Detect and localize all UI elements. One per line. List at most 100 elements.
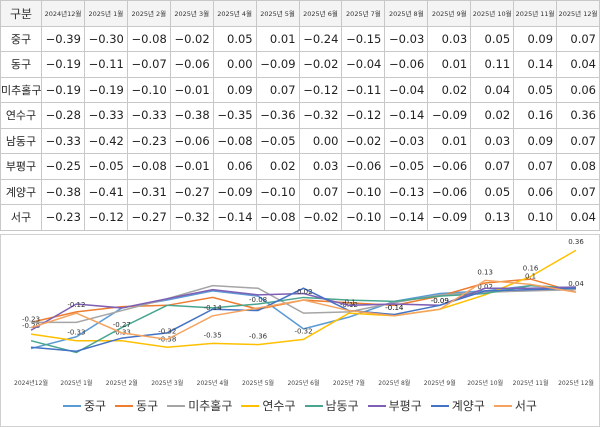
- cell: −0.13: [384, 178, 429, 205]
- table-row: 계양구 −0.38 −0.41 −0.31 −0.27 −0.09 −0.10 0.07 −0.…: [0, 178, 600, 205]
- cell: −0.10: [126, 76, 171, 103]
- cell: 0.03: [427, 25, 472, 52]
- cell: 0.07: [298, 178, 343, 205]
- cell: −0.35: [212, 102, 257, 129]
- cell: −0.10: [341, 178, 386, 205]
- cell: 0.16: [513, 102, 558, 129]
- cell: −0.09: [427, 204, 472, 231]
- legend-swatch: [241, 404, 260, 407]
- x-tick-label: 2025년 12월: [558, 379, 594, 387]
- series-line: [30, 249, 577, 349]
- cell: −0.02: [169, 25, 214, 52]
- table-row: 중구 −0.39 −0.30 −0.08 −0.02 0.05 0.01 −0.24 −0.15…: [0, 25, 600, 52]
- cell: −0.33: [41, 127, 85, 154]
- cell: −0.23: [41, 204, 85, 231]
- header-cell: 2025년 7월: [341, 0, 386, 27]
- legend-item: 연수구: [241, 397, 296, 414]
- x-tick-label: 2025년 7월: [333, 379, 365, 387]
- cell: −0.42: [83, 127, 128, 154]
- table-row: 연수구 −0.28 −0.33 −0.33 −0.38 −0.35 −0.36 −0.32 −0…: [0, 102, 600, 129]
- cell: −0.38: [41, 178, 85, 205]
- cell: −0.08: [126, 153, 171, 180]
- legend-swatch: [304, 404, 323, 407]
- x-tick-label: 2025년 5월: [242, 379, 274, 387]
- cell: −0.05: [384, 153, 429, 180]
- header-cell: 2025년 8월: [384, 0, 429, 27]
- table-row: 서구 −0.23 −0.12 −0.27 −0.32 −0.14 −0.08 −0.02 −0.…: [0, 204, 600, 231]
- data-label: 0.04: [568, 280, 584, 288]
- cell: −0.08: [212, 127, 257, 154]
- cell: −0.06: [427, 178, 472, 205]
- cell: 0.11: [470, 51, 515, 78]
- header-cell: 2025년 6월: [298, 0, 343, 27]
- legend-label: 중구: [84, 399, 107, 413]
- cell: 0.05: [470, 178, 515, 205]
- cell: 0.06: [556, 76, 600, 103]
- cell: −0.19: [83, 76, 128, 103]
- cell: 0.07: [255, 76, 300, 103]
- header-cell: 2025년 12월: [556, 0, 600, 27]
- row-header: 중구: [0, 25, 42, 52]
- series-line: [30, 279, 577, 341]
- header-row: 구분 2024년12월 2025년 1월 2025년 2월 2025년 3월 2025년 …: [0, 0, 600, 27]
- cell: 0.13: [470, 204, 515, 231]
- data-label: -0.14: [385, 304, 404, 312]
- cell: −0.32: [298, 102, 343, 129]
- cell: 0.01: [255, 25, 300, 52]
- data-label: 0.02: [477, 283, 493, 291]
- data-label: -0.08: [249, 296, 267, 304]
- cell: 0.06: [212, 153, 257, 180]
- data-label: -0.23: [22, 316, 40, 324]
- cell: −0.24: [298, 25, 343, 52]
- table-row: 미추홀구 −0.19 −0.19 −0.10 −0.01 0.09 0.07 −0.12 −0.…: [0, 76, 600, 103]
- cell: 0.00: [212, 51, 257, 78]
- series-line: [30, 284, 577, 354]
- cell: −0.09: [212, 178, 257, 205]
- cell: −0.41: [83, 178, 128, 205]
- header-cell: 2025년 4월: [212, 0, 257, 27]
- x-tick-label: 2025년 11월: [513, 379, 549, 387]
- header-cell: 2025년 3월: [169, 0, 214, 27]
- cell: −0.07: [126, 51, 171, 78]
- cell: 0.02: [427, 76, 472, 103]
- legend-label: 부평구: [388, 399, 422, 413]
- data-label: -0.28: [22, 322, 40, 330]
- cell: −0.10: [255, 178, 300, 205]
- cell: 0.07: [513, 153, 558, 180]
- data-table: 구분 2024년12월 2025년 1월 2025년 2월 2025년 3월 2025년 …: [0, 0, 600, 231]
- cell: 0.07: [470, 153, 515, 180]
- cell: −0.12: [341, 102, 386, 129]
- cell: −0.02: [341, 127, 386, 154]
- legend-swatch: [367, 404, 386, 407]
- table-row: 남동구 −0.33 −0.42 −0.23 −0.06 −0.08 −0.05 0.00 −0.…: [0, 127, 600, 154]
- data-label: 0.1: [525, 272, 536, 280]
- row-header: 연수구: [0, 102, 42, 129]
- cell: 0.04: [556, 51, 600, 78]
- legend: 중구 동구 미추홀구 연수구 남동구 부평구 계양구 서구: [1, 397, 599, 414]
- data-label: -0.12: [67, 301, 85, 309]
- legend-swatch: [115, 404, 134, 407]
- cell: −0.11: [341, 76, 386, 103]
- cell: 0.06: [513, 178, 558, 205]
- cell: 0.07: [556, 127, 600, 154]
- cell: 0.36: [556, 102, 600, 129]
- cell: −0.06: [169, 51, 214, 78]
- cell: −0.08: [255, 204, 300, 231]
- cell: −0.05: [255, 127, 300, 154]
- cell: −0.11: [83, 51, 128, 78]
- header-cell: 2025년 5월: [255, 0, 300, 27]
- cell: 0.05: [212, 25, 257, 52]
- cell: −0.32: [169, 204, 214, 231]
- cell: −0.03: [384, 127, 429, 154]
- legend-swatch: [167, 404, 186, 407]
- series-line: [30, 287, 577, 352]
- row-header: 서구: [0, 204, 42, 231]
- data-label: -0.32: [158, 327, 176, 335]
- cell: −0.06: [341, 153, 386, 180]
- cell: −0.33: [83, 102, 128, 129]
- legend-swatch: [430, 404, 449, 407]
- cell: −0.28: [41, 102, 85, 129]
- cell: 0.03: [470, 127, 515, 154]
- cell: −0.09: [255, 51, 300, 78]
